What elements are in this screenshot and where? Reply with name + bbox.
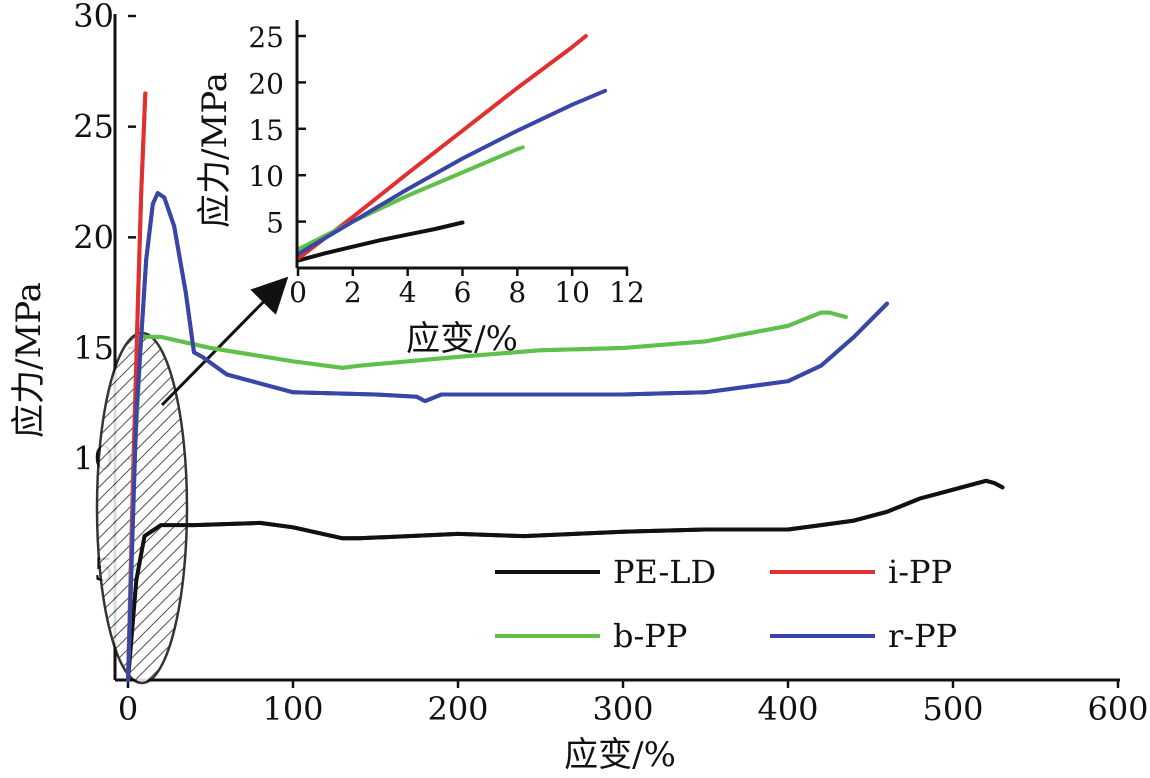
inset-x-tick-label: 10 <box>554 276 590 309</box>
inset-x-tick-label: 0 <box>289 276 307 309</box>
main-x-tick-label: 500 <box>922 690 983 728</box>
main-series-pe-ld <box>126 478 1005 682</box>
inset-series-group <box>296 34 608 263</box>
inset-y-tick-label: 15 <box>248 114 284 147</box>
inset-ticks: 0 2 4 6 8 10 12 5 10 15 20 25 <box>248 21 644 309</box>
main-top-series-b-pp <box>126 310 848 682</box>
main-x-axis-title: 应变/% <box>564 735 676 775</box>
main-x-tick-label: 600 <box>1087 690 1148 728</box>
inset-x-tick-label: 4 <box>399 276 417 309</box>
main-x-tick-label: 0 <box>118 690 138 728</box>
inset-y-tick-label: 10 <box>248 160 284 193</box>
main-y-axis-title: 应力/MPa <box>9 282 49 438</box>
legend-label-i-pp: i-PP <box>888 553 952 591</box>
main-x-tick-label: 100 <box>262 690 323 728</box>
main-series-b-pp <box>126 310 848 682</box>
inset-x-tick-label: 12 <box>609 276 645 309</box>
zoom-arrow <box>160 276 289 407</box>
legend-label-r-pp: r-PP <box>888 617 957 655</box>
main-y-tick-label: 15 <box>73 329 114 367</box>
inset-series-i-pp <box>296 34 588 261</box>
inset-x-tick-label: 6 <box>454 276 472 309</box>
inset-y-tick-label: 5 <box>266 207 284 240</box>
legend-label-pe-ld: PE-LD <box>613 553 716 591</box>
main-series-top <box>126 91 1005 682</box>
main-x-tick-label: 400 <box>757 690 818 728</box>
inset-x-axis-title: 应变/% <box>406 319 518 359</box>
legend: PE-LD i-PP b-PP r-PP <box>495 553 957 655</box>
main-top-series-r-pp <box>126 191 889 682</box>
main-top-series-pe-ld <box>126 478 1005 682</box>
main-x-tick-label: 300 <box>592 690 653 728</box>
main-x-tick-label: 200 <box>427 690 488 728</box>
inset-y-tick-label: 20 <box>248 67 284 100</box>
inset-x-tick-label: 8 <box>508 276 526 309</box>
inset-y-tick-label: 25 <box>248 21 284 54</box>
main-y-tick-label: 30 <box>73 0 114 35</box>
inset-series-r-pp <box>296 88 608 257</box>
inset-plot: 0 2 4 6 8 10 12 5 10 15 20 25 应变/% 应力/MPa <box>195 14 645 359</box>
legend-label-b-pp: b-PP <box>613 617 687 655</box>
highlight-ellipse <box>95 331 189 685</box>
inset-background <box>297 14 632 268</box>
inset-series-pe-ld <box>296 220 465 263</box>
inset-x-tick-label: 2 <box>344 276 362 309</box>
main-y-tick-label: 25 <box>73 108 114 146</box>
inset-y-axis-title: 应力/MPa <box>195 72 235 228</box>
main-y-tick-label: 20 <box>73 218 114 256</box>
